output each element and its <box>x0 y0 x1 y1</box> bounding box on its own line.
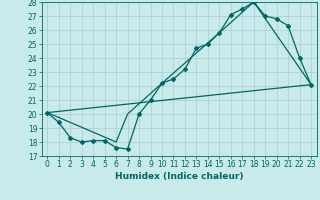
X-axis label: Humidex (Indice chaleur): Humidex (Indice chaleur) <box>115 172 244 181</box>
